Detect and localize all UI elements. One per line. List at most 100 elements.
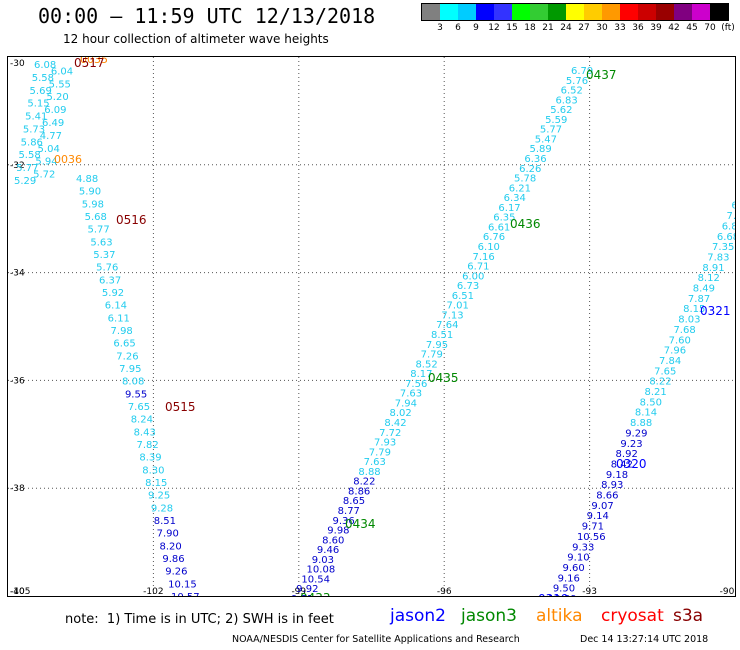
- legend-jason3: jason3: [461, 606, 517, 626]
- wave-height-value: 9.86: [162, 554, 184, 565]
- wave-height-value: 7.79: [369, 447, 391, 458]
- colorbar-cell: [512, 4, 530, 20]
- wave-height-value: 9.25: [148, 491, 170, 502]
- wave-height-value: 5.77: [540, 125, 562, 136]
- wave-height-value: 7.13: [441, 310, 463, 321]
- wave-height-value: 5.76: [566, 76, 588, 87]
- wave-height-value: 8.51: [154, 516, 176, 527]
- x-tick-label: -90: [720, 587, 735, 596]
- footer-timestamp: Dec 14 13:27:14 UTC 2018: [580, 634, 709, 645]
- wave-height-value: 6.14: [105, 301, 127, 312]
- colorbar-cell: [710, 4, 728, 20]
- colorbar-label: 33: [614, 23, 626, 33]
- wave-height-value: 5.29: [14, 176, 36, 187]
- y-tick-label: -32: [10, 161, 25, 171]
- wave-height-value: 9.26: [165, 567, 187, 578]
- pass-time-label: 0320: [616, 457, 647, 471]
- wave-height-value: 6.65: [113, 339, 135, 350]
- wave-height-value: 6.68: [717, 232, 735, 243]
- wave-height-value: 8.30: [142, 465, 164, 476]
- wave-height-value: 5.55: [49, 79, 71, 90]
- wave-height-value: 6.49: [42, 118, 64, 129]
- colorbar-label: 39: [650, 23, 662, 33]
- wave-height-value: 8.03: [678, 315, 700, 326]
- wave-height-value: 8.15: [683, 304, 705, 315]
- wave-height-value: 7.96: [664, 346, 686, 357]
- wave-height-value: 5.77: [88, 225, 110, 236]
- altika-value: 0036: [54, 153, 82, 166]
- wave-height-value: 5.58: [32, 73, 54, 84]
- x-tick-label: -96: [437, 587, 452, 596]
- wave-height-value: 6.79: [571, 66, 593, 77]
- wave-height-value: 8.60: [322, 535, 344, 546]
- colorbar-label: 36: [632, 23, 644, 33]
- pass-time-label: 0434: [345, 517, 376, 531]
- wave-height-value: 10.57: [171, 592, 200, 596]
- y-tick-label: -34: [10, 269, 25, 279]
- wave-height-value: 5.04: [38, 144, 60, 155]
- pass-time-label: 0435: [428, 371, 459, 385]
- wave-height-value: 7.35: [712, 242, 734, 253]
- colorbar-labels: 3 6 9 12 15 18 21 24 27 30 33 36 39 42 45 70 (ft): [422, 23, 735, 35]
- wave-height-value: 9.71: [291, 594, 313, 596]
- wave-height-value: 8.49: [693, 284, 715, 295]
- wave-height-value: 8.88: [630, 418, 652, 429]
- wave-height-value: 9.98: [327, 526, 349, 537]
- wave-height-value: 7.90: [157, 529, 179, 540]
- wave-height-value: 6.17: [498, 203, 520, 214]
- wave-height-value: 8.12: [698, 273, 720, 284]
- wave-height-value: 6.10: [478, 242, 500, 253]
- pass-time-label: 0437: [586, 68, 617, 82]
- wave-height-value: 5.47: [535, 134, 557, 145]
- wave-height-value: 7.26: [116, 351, 138, 362]
- wave-height-value: 8.93: [601, 480, 623, 491]
- wave-height-value: 6.04: [51, 66, 73, 77]
- y-tick-label: -36: [10, 376, 25, 386]
- x-tick-label: -93: [582, 587, 597, 596]
- wave-height-value: 5.41: [25, 112, 47, 123]
- wave-height-value: 5.76: [96, 263, 118, 274]
- wave-height-value: 6.37: [99, 275, 121, 286]
- pass-time-label: 0319: [538, 592, 569, 596]
- wave-height-value: 6.71: [467, 262, 489, 273]
- colorbar-label: 30: [596, 23, 608, 33]
- wave-height-value: 7.84: [659, 356, 681, 367]
- y-tick-label: -38: [10, 484, 25, 494]
- wave-height-value: 7.82: [136, 440, 158, 451]
- colorbar-label: 70: [704, 23, 716, 33]
- wave-height-value: 7.16: [472, 252, 494, 263]
- footer-credit: NOAA/NESDIS Center for Satellite Applica…: [232, 634, 520, 645]
- wave-height-value: 7.95: [426, 340, 448, 351]
- colorbar-label: 12: [488, 23, 500, 33]
- colorbar-cell: [602, 4, 620, 20]
- y-tick-label: -40: [10, 587, 25, 596]
- wave-height-value: 6.51: [452, 291, 474, 302]
- wave-height-value: 8.77: [338, 506, 360, 517]
- colorbar-cell: [458, 4, 476, 20]
- wave-height-value: 7.65: [654, 366, 676, 377]
- wave-height-value: 6.26: [519, 164, 541, 175]
- wave-height-value: 10.89: [548, 594, 577, 596]
- wave-height-value: 8.92: [616, 449, 638, 460]
- wave-height-value: 8.17: [410, 369, 432, 380]
- colorbar-cell: [476, 4, 494, 20]
- wave-height-value: 8.50: [640, 397, 662, 408]
- legend: note: 1) Time is in UTC; 2) SWH is in fe…: [8, 604, 738, 630]
- wave-height-value: 6.73: [457, 281, 479, 292]
- wave-height-value: 8.91: [702, 263, 724, 274]
- wave-height-value: 7.63: [400, 389, 422, 400]
- colorbar-label: 45: [686, 23, 698, 33]
- wave-height-value: 5.72: [33, 170, 55, 181]
- map-subtitle: 12 hour collection of altimeter wave hei…: [63, 32, 329, 46]
- wave-height-value: 8.52: [415, 359, 437, 370]
- wave-height-value: 7.63: [364, 457, 386, 468]
- pass-time-label: 0517: [74, 57, 105, 70]
- wave-height-value: 7.64: [436, 320, 458, 331]
- wave-height-value: 7.98: [111, 326, 133, 337]
- colorbar-label: 21: [542, 23, 554, 33]
- wave-height-value: 6.35: [493, 213, 515, 224]
- wave-height-value: 5.63: [90, 237, 112, 248]
- colorbar-label: 24: [560, 23, 572, 33]
- wave-height-value: 8.86: [348, 486, 370, 497]
- wave-height-value: 5.37: [93, 250, 115, 261]
